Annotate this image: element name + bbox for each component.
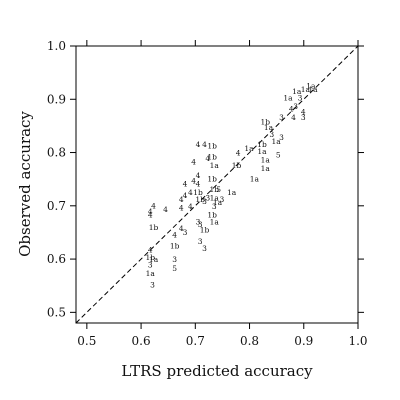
x-tick-label: 1.0 xyxy=(348,334,367,348)
point-label: 4 xyxy=(205,154,210,163)
point-label: 1a xyxy=(308,85,318,94)
point-label: 4 xyxy=(289,104,294,113)
point-label: 4 xyxy=(148,207,153,216)
point-label: 4 xyxy=(151,201,156,210)
point-label: 4 xyxy=(196,171,201,180)
y-tick-label: 0.7 xyxy=(47,199,66,213)
point-label: 1b xyxy=(149,223,159,232)
x-tick-label: 0.5 xyxy=(77,334,96,348)
point-label: 1b xyxy=(207,210,217,219)
x-tick-label: 0.8 xyxy=(240,334,259,348)
point-label: 1a xyxy=(292,87,302,96)
point-label: 3 xyxy=(148,260,153,269)
point-label: 4 xyxy=(196,179,201,188)
y-tick-label: 0.9 xyxy=(47,92,66,106)
point-label: 4 xyxy=(191,176,196,185)
point-label: 1a xyxy=(261,164,271,173)
point-label: 1a xyxy=(257,147,267,156)
point-label: 3 xyxy=(205,193,210,202)
point-label: 1a xyxy=(146,269,156,278)
point-label: 3 xyxy=(202,197,207,206)
point-label: 4 xyxy=(236,149,241,158)
point-label: 1a xyxy=(210,161,220,170)
point-label: 1a xyxy=(306,81,316,90)
point-label: 1b xyxy=(170,241,180,250)
point-label: 1a xyxy=(210,193,220,202)
x-axis-title: LTRS predicted accuracy xyxy=(121,362,313,380)
point-label: 1a xyxy=(227,188,237,197)
point-label: 3 xyxy=(219,195,224,204)
point-label: 1a xyxy=(264,123,274,132)
point-label: 1b xyxy=(257,140,267,149)
point-label: 4 xyxy=(179,203,184,212)
point-label: 1a xyxy=(244,144,254,153)
point-label: 1b xyxy=(260,118,270,127)
point-label: 4 xyxy=(202,140,207,149)
point-label: 5 xyxy=(276,151,281,160)
point-label: 4 xyxy=(179,224,184,233)
point-label: 3 xyxy=(198,237,203,246)
point-label: 3 xyxy=(269,130,274,139)
axis-ticks xyxy=(70,40,364,329)
reference-line-y-equals-x xyxy=(76,46,358,323)
x-tick-label: 0.9 xyxy=(294,334,313,348)
point-label: 1b xyxy=(200,225,210,234)
point-label: 3 xyxy=(298,94,303,103)
y-tick-label: 0.6 xyxy=(47,252,66,266)
point-label: 4 xyxy=(301,108,306,117)
point-label: 1a xyxy=(149,255,159,264)
point-label: 5 xyxy=(216,185,221,194)
point-label: 1b xyxy=(146,253,156,262)
point-label: 3 xyxy=(212,202,217,211)
point-label: 5 xyxy=(172,264,177,273)
point-label: 4 xyxy=(188,188,193,197)
point-label: 3 xyxy=(279,113,284,122)
x-tick-label: 0.6 xyxy=(132,334,151,348)
point-label: 1a xyxy=(210,217,220,226)
point-label: 4 xyxy=(163,205,168,214)
point-label: 4 xyxy=(191,158,196,167)
y-tick-label: 0.5 xyxy=(47,305,66,319)
point-label: 1a xyxy=(250,175,260,184)
point-label: 3 xyxy=(202,244,207,253)
point-label: 4 xyxy=(179,195,184,204)
point-label: 1b xyxy=(207,175,217,184)
point-label: 4 xyxy=(196,140,201,149)
tick-labels: 0.5 0.6 0.7 0.8 0.9 1.0 0.5 0.6 0.7 0.8 0.9 1.0 xyxy=(47,39,368,348)
y-tick-label: 0.8 xyxy=(47,146,66,160)
point-label: 1b xyxy=(209,185,219,194)
point-label: 3 xyxy=(279,133,284,142)
point-label: 1a xyxy=(271,137,281,146)
point-label: 1b xyxy=(193,188,203,197)
point-label: 1a xyxy=(261,155,271,164)
point-label: 1a xyxy=(283,94,293,103)
point-label: 3 xyxy=(150,281,155,290)
point-label: 4 xyxy=(148,246,153,255)
point-label: 3 xyxy=(198,220,203,229)
point-label: 1a xyxy=(213,198,223,207)
point-label: 3 xyxy=(172,255,177,264)
point-label: 1b xyxy=(195,195,205,204)
point-label: 1b xyxy=(207,152,217,161)
point-label: 1b xyxy=(207,142,217,151)
plot-frame xyxy=(75,45,359,324)
point-label: 4 xyxy=(172,231,177,240)
point-label: 3 xyxy=(301,113,306,122)
y-tick-label: 1.0 xyxy=(47,39,66,53)
point-label: 4 xyxy=(291,113,296,122)
x-tick-label: 0.7 xyxy=(186,334,205,348)
point-label: 1a xyxy=(301,85,311,94)
point-label: 3 xyxy=(183,228,188,237)
point-label: 4 xyxy=(188,202,193,211)
point-label: 3 xyxy=(293,102,298,111)
point-label: 4 xyxy=(183,191,188,200)
y-axis-title: Observed accuracy xyxy=(16,111,34,257)
point-label: 3 xyxy=(196,217,201,226)
point-label: 4 xyxy=(183,179,188,188)
point-label: 4 xyxy=(148,210,153,219)
point-label: 1b xyxy=(232,161,242,170)
